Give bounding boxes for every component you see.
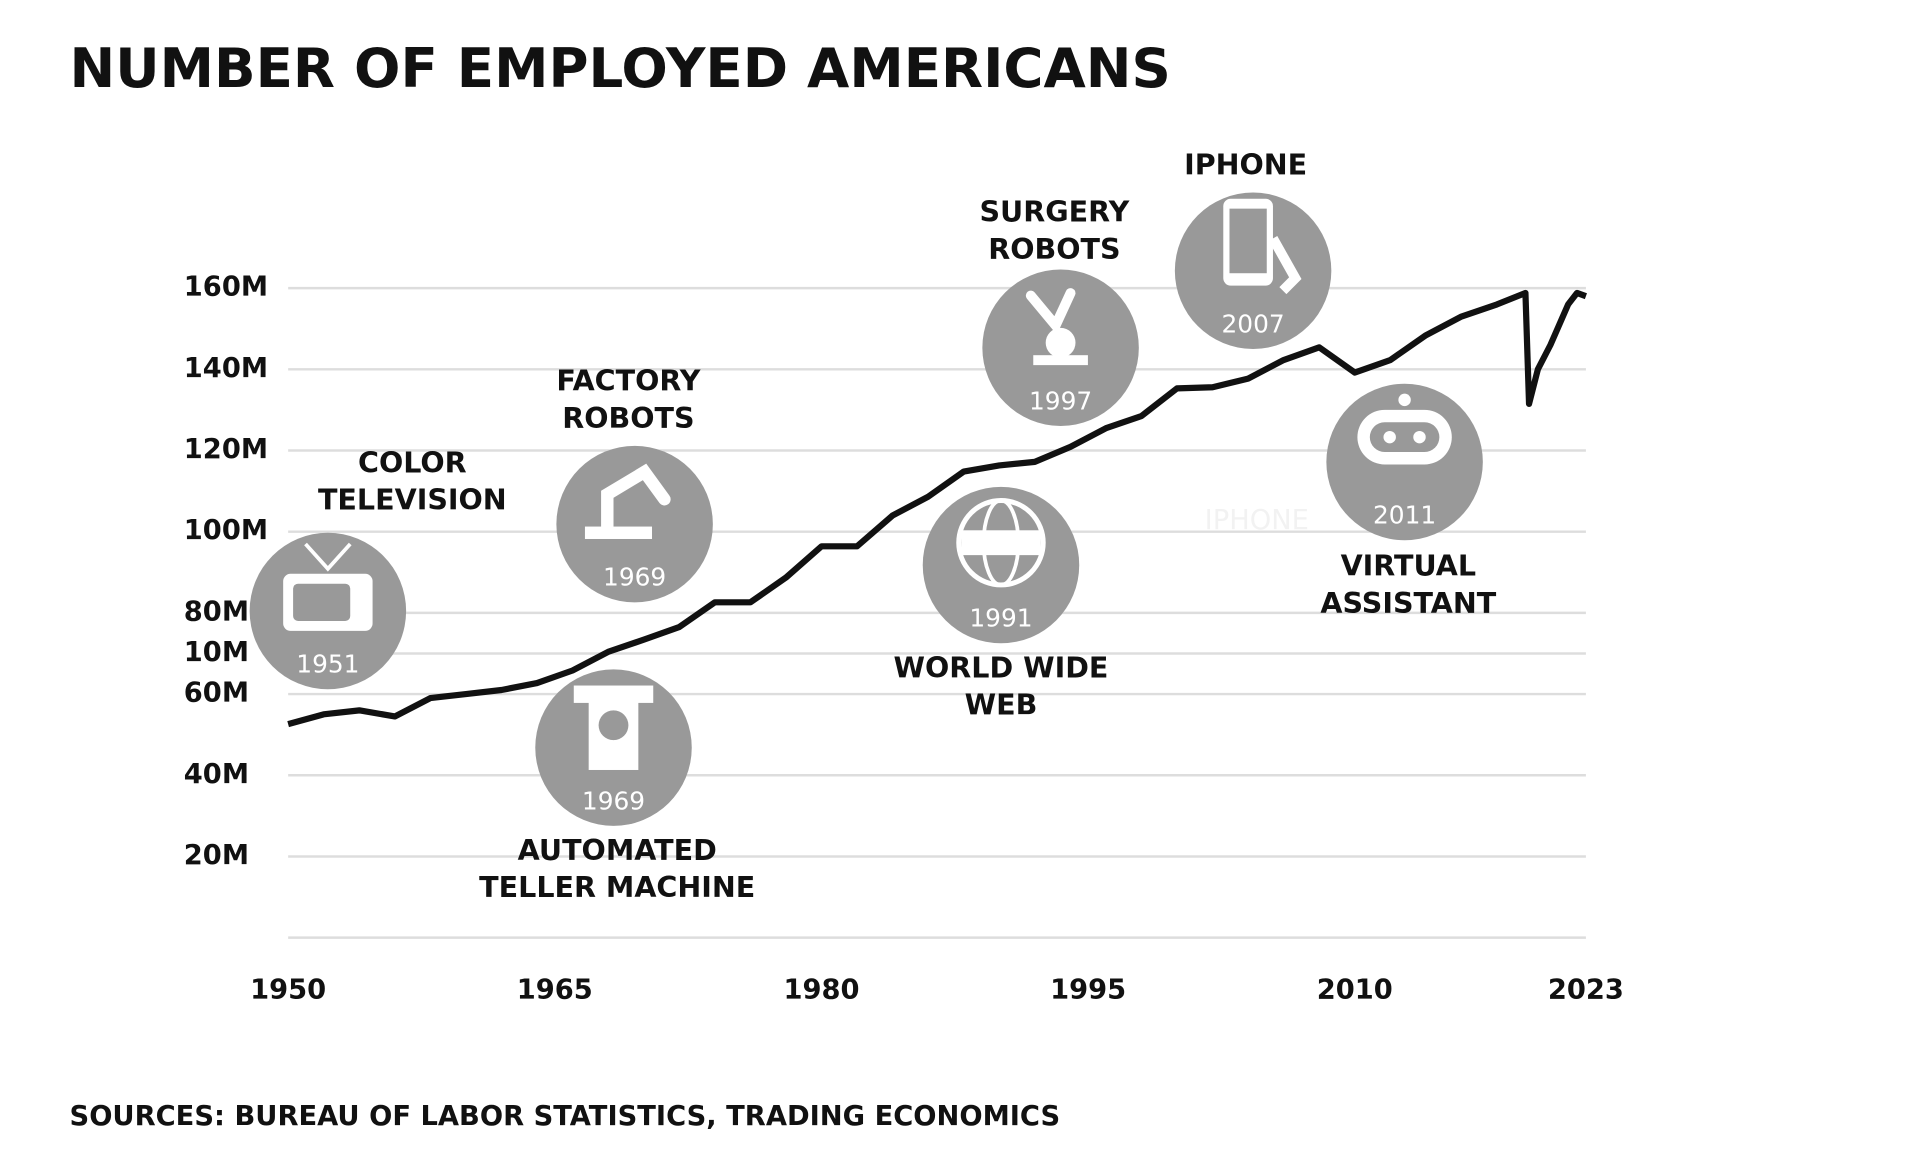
icon bbox=[1369, 422, 1440, 453]
icon bbox=[601, 463, 671, 533]
annotation: 1991 WORLD WIDE WEB bbox=[894, 486, 1109, 722]
annotation-circle bbox=[556, 445, 713, 603]
annotation-label: IPHONE bbox=[1184, 147, 1307, 181]
icon bbox=[1229, 208, 1267, 274]
annotation-label: TELLER MACHINE bbox=[479, 870, 755, 904]
annotation-label: AUTOMATED bbox=[518, 833, 717, 867]
icon bbox=[961, 530, 1041, 556]
x-tick-label: 2023 bbox=[1548, 975, 1624, 1006]
icon bbox=[304, 542, 352, 572]
annotation-year: 1991 bbox=[969, 604, 1032, 633]
annotation-label: ROBOTS bbox=[562, 401, 694, 435]
icon bbox=[1413, 430, 1426, 444]
icon bbox=[293, 583, 351, 621]
icon bbox=[1045, 327, 1076, 358]
y-tick-label: 40M bbox=[184, 759, 249, 790]
annotation-year: 2011 bbox=[1373, 501, 1436, 530]
annotation-year: 1951 bbox=[296, 650, 359, 679]
x-tick-label: 1950 bbox=[250, 975, 326, 1006]
annotation-label: ROBOTS bbox=[988, 232, 1120, 266]
chart-title: NUMBER OF EMPLOYED AMERICANS bbox=[70, 36, 1171, 100]
y-tick-label: 100M bbox=[184, 515, 268, 546]
y-tick-label: 120M bbox=[184, 434, 268, 465]
x-tick-label: 1980 bbox=[783, 975, 859, 1006]
data-line bbox=[287, 289, 1587, 728]
annotation-label: WEB bbox=[965, 688, 1038, 722]
annotation: 2007 IPHONE bbox=[1174, 147, 1332, 349]
icon bbox=[1383, 430, 1396, 444]
annotation: 1951 COLOR TELEVISION bbox=[249, 445, 507, 690]
icon bbox=[1033, 355, 1088, 366]
icon bbox=[1398, 393, 1411, 407]
annotation-label: SURGERY bbox=[980, 195, 1130, 229]
y-tick-label: 160M bbox=[184, 272, 268, 303]
annotation-label: ASSISTANT bbox=[1320, 586, 1496, 620]
annotation-year: 1997 bbox=[1029, 386, 1092, 415]
x-tick-label: 1965 bbox=[517, 975, 593, 1006]
annotation-label: WORLD WIDE bbox=[894, 650, 1109, 684]
icon bbox=[598, 710, 629, 741]
annotation-label: VIRTUAL bbox=[1341, 549, 1476, 583]
icon bbox=[1268, 236, 1302, 295]
annotation-year: 1969 bbox=[603, 563, 666, 592]
icon bbox=[584, 526, 653, 539]
x-tick-label: 1995 bbox=[1050, 975, 1126, 1006]
y-tick-label: 10M bbox=[184, 637, 249, 668]
y-tick-label: 60M bbox=[184, 678, 249, 709]
source-note: SOURCES: BUREAU OF LABOR STATISTICS, TRA… bbox=[70, 1101, 1061, 1132]
annotation-year: 2007 bbox=[1221, 309, 1284, 338]
y-tick-label: 80M bbox=[184, 596, 249, 627]
y-tick-label: 140M bbox=[184, 353, 268, 384]
x-tick-label: 2010 bbox=[1317, 975, 1393, 1006]
annotation-year: 1969 bbox=[582, 786, 645, 815]
annotation-label: FACTORY bbox=[556, 364, 700, 398]
annotation-label: COLOR bbox=[358, 445, 467, 479]
y-tick-label: 20M bbox=[184, 840, 249, 871]
annotation-label: TELEVISION bbox=[318, 483, 507, 517]
icon bbox=[1025, 288, 1076, 335]
